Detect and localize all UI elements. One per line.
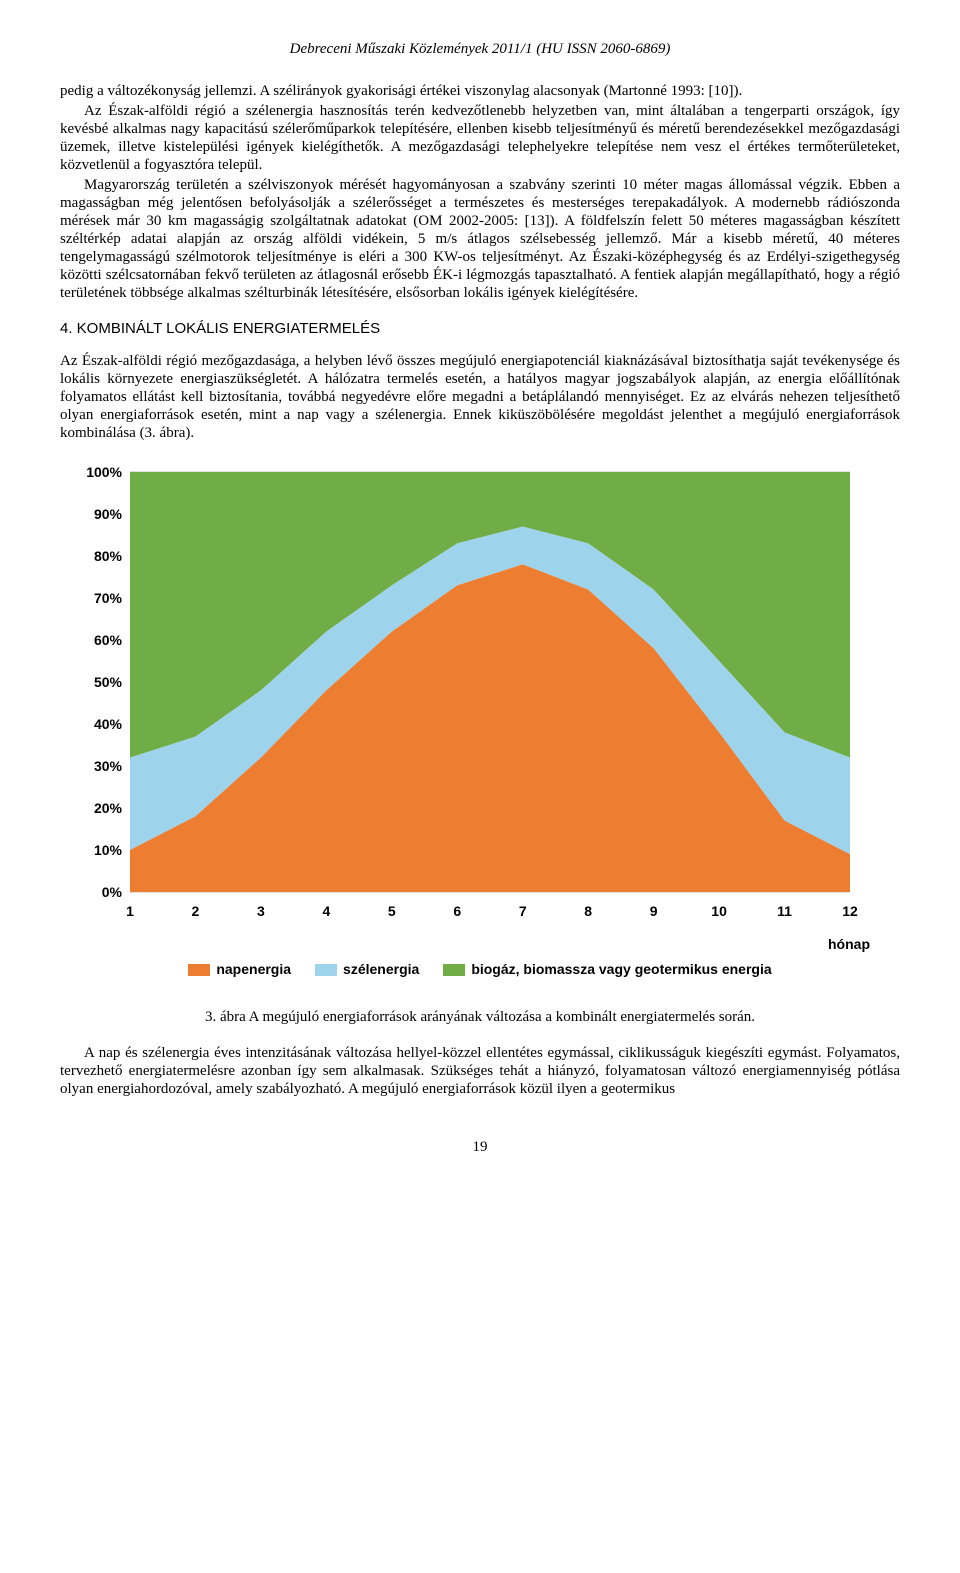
legend-label: napenergia <box>216 961 291 977</box>
svg-text:60%: 60% <box>94 632 123 648</box>
legend-item: szélenergia <box>315 961 419 978</box>
figure-3-caption: 3. ábra A megújuló energiaforrások arány… <box>60 1008 900 1026</box>
svg-text:1: 1 <box>126 903 134 919</box>
svg-text:6: 6 <box>453 903 461 919</box>
svg-text:20%: 20% <box>94 800 123 816</box>
x-axis-label: hónap <box>60 936 900 953</box>
paragraph-1: pedig a változékonyság jellemzi. A széli… <box>60 82 900 100</box>
legend-item: biogáz, biomassza vagy geotermikus energ… <box>443 961 771 978</box>
svg-text:2: 2 <box>192 903 200 919</box>
paragraph-3: Magyarország területén a szélviszonyok m… <box>60 176 900 302</box>
journal-header: Debreceni Műszaki Közlemények 2011/1 (HU… <box>60 40 900 58</box>
legend-label: biogáz, biomassza vagy geotermikus energ… <box>471 961 771 977</box>
svg-text:10%: 10% <box>94 842 123 858</box>
svg-text:5: 5 <box>388 903 396 919</box>
svg-text:4: 4 <box>322 903 330 919</box>
legend-swatch <box>188 964 210 976</box>
stacked-area-svg: 0%10%20%30%40%50%60%70%80%90%100%1234567… <box>60 462 870 932</box>
svg-text:80%: 80% <box>94 548 123 564</box>
paragraph-2: Az Észak-alföldi régió a szélenergia has… <box>60 102 900 174</box>
svg-text:11: 11 <box>777 903 792 919</box>
svg-text:7: 7 <box>519 903 527 919</box>
svg-text:50%: 50% <box>94 674 123 690</box>
legend-label: szélenergia <box>343 961 419 977</box>
svg-text:30%: 30% <box>94 758 123 774</box>
chart-legend: napenergia szélenergia biogáz, biomassza v… <box>60 961 900 978</box>
legend-item: napenergia <box>188 961 291 978</box>
svg-text:8: 8 <box>584 903 592 919</box>
svg-text:0%: 0% <box>102 884 123 900</box>
svg-text:100%: 100% <box>86 464 122 480</box>
page-number: 19 <box>60 1138 900 1156</box>
svg-text:10: 10 <box>711 903 727 919</box>
svg-text:9: 9 <box>650 903 658 919</box>
legend-swatch <box>315 964 337 976</box>
paragraph-5: A nap és szélenergia éves intenzitásának… <box>60 1044 900 1098</box>
paragraph-4: Az Észak-alföldi régió mezőgazdasága, a … <box>60 352 900 442</box>
section-4-title: 4. KOMBINÁLT LOKÁLIS ENERGIATERMELÉS <box>60 320 900 338</box>
energy-mix-chart: 0%10%20%30%40%50%60%70%80%90%100%1234567… <box>60 462 900 978</box>
svg-text:12: 12 <box>842 903 858 919</box>
svg-text:3: 3 <box>257 903 265 919</box>
svg-text:40%: 40% <box>94 716 123 732</box>
svg-text:90%: 90% <box>94 506 123 522</box>
svg-text:70%: 70% <box>94 590 123 606</box>
legend-swatch <box>443 964 465 976</box>
